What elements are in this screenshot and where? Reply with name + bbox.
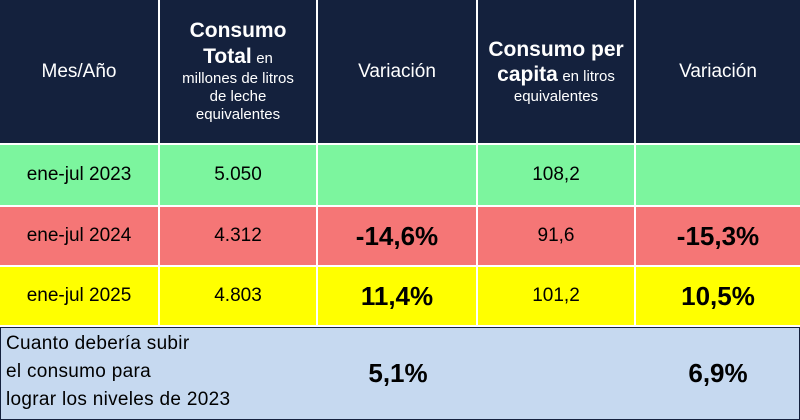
header-per-capita: Consumo per capita en litros equivalente…: [478, 0, 636, 145]
header-total-rest-4: equivalentes: [195, 106, 281, 124]
var-total-value: 11,4%: [360, 280, 434, 311]
header-percap-rest-1: en litros: [562, 68, 615, 86]
period-label: ene-jul 2024: [26, 225, 132, 246]
header-percap-bold-1: Consumo per: [488, 37, 624, 61]
row-2025-per-capita: 101,2: [478, 267, 636, 327]
row-2023-total: 5.050: [160, 145, 318, 207]
header-variacion-per-capita: Variación: [636, 0, 800, 145]
header-total: Consumo Total en millones de litros de l…: [160, 0, 318, 145]
var-per-capita-value: -15,3%: [676, 220, 760, 251]
header-total-rest-1: en: [256, 50, 273, 68]
header-variacion-total-label: Variación: [358, 60, 436, 82]
total-value: 4.803: [214, 285, 262, 306]
row-2025-var-per-capita: 10,5%: [636, 267, 800, 327]
header-percap-bold-2: capita: [497, 63, 558, 87]
row-2024-var-per-capita: -15,3%: [636, 207, 800, 267]
var-total-value: -14,6%: [355, 220, 439, 251]
per-capita-value: 91,6: [537, 225, 575, 246]
header-total-bold-2: Total: [203, 45, 252, 69]
header-total-rest-3: de leche: [209, 87, 267, 105]
per-capita-value: 101,2: [532, 285, 580, 306]
period-label: ene-jul 2025: [26, 285, 132, 306]
row-2023-var-per-capita: [636, 145, 800, 207]
row-2023-per-capita: 108,2: [478, 145, 636, 207]
header-percap-rest-2: equivalentes: [513, 87, 599, 105]
row-2025-var-total: 11,4%: [318, 267, 478, 327]
footer-line-3: lograr los niveles de 2023: [6, 389, 231, 410]
footer-total-needed-value: 5,1%: [368, 358, 428, 388]
footer-total-needed: 5,1%: [318, 327, 478, 420]
row-2024-var-total: -14,6%: [318, 207, 478, 267]
footer-line-2: el consumo para: [6, 361, 151, 382]
total-value: 4.312: [214, 225, 262, 246]
footer-description: Cuanto debería subir el consumo para log…: [6, 330, 266, 414]
footer-row: [0, 327, 800, 420]
row-2024-period: ene-jul 2024: [0, 207, 160, 267]
period-label: ene-jul 2023: [26, 164, 132, 185]
header-mes: Mes/Año: [0, 0, 160, 145]
row-2024-per-capita: 91,6: [478, 207, 636, 267]
row-2024-total: 4.312: [160, 207, 318, 267]
row-2023-var-total: [318, 145, 478, 207]
header-mes-label: Mes/Año: [41, 60, 117, 82]
row-2023-period: ene-jul 2023: [0, 145, 160, 207]
footer-per-capita-needed: 6,9%: [636, 327, 800, 420]
header-variacion-total: Variación: [318, 0, 478, 145]
var-per-capita-value: 10,5%: [681, 280, 755, 311]
header-variacion-per-capita-label: Variación: [679, 60, 757, 82]
row-2025-period: ene-jul 2025: [0, 267, 160, 327]
header-total-bold-1: Consumo: [189, 19, 287, 43]
footer-line-1: Cuanto debería subir: [6, 333, 190, 354]
header-total-rest-2: millones de litros: [182, 69, 294, 87]
row-2025-total: 4.803: [160, 267, 318, 327]
footer-per-capita-needed-value: 6,9%: [688, 358, 748, 388]
per-capita-value: 108,2: [532, 164, 580, 185]
total-value: 5.050: [214, 164, 262, 185]
